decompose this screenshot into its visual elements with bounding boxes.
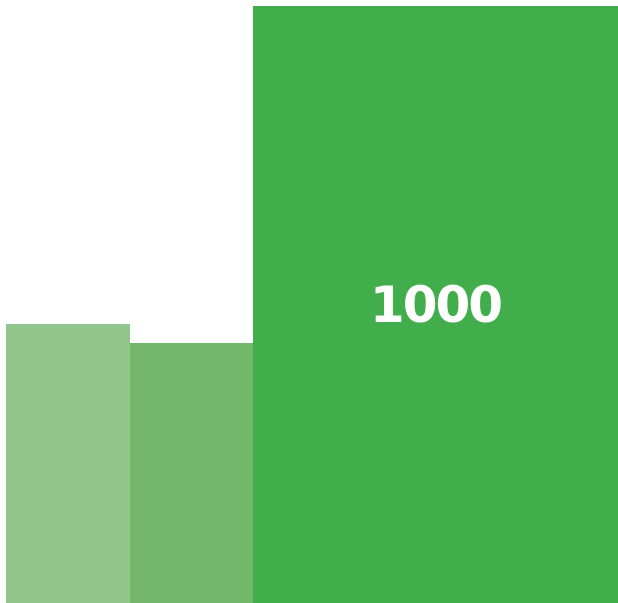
block-middle	[130, 343, 253, 603]
block-value-label: 1000	[369, 275, 503, 334]
block-right: 1000	[253, 6, 618, 603]
block-left	[6, 324, 130, 603]
